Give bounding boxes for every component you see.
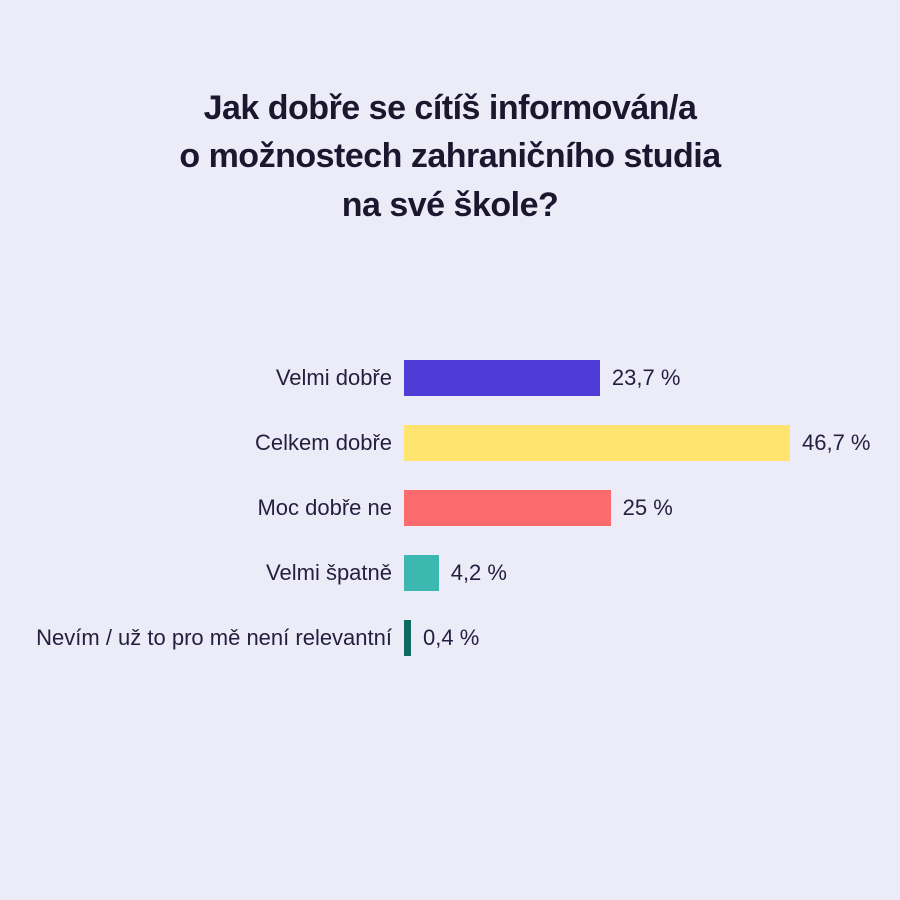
- value-label: 46,7 %: [802, 430, 871, 455]
- chart-row: Velmi špatně 4,2 %: [0, 555, 900, 591]
- chart-row: Celkem dobře 46,7 %: [0, 425, 900, 461]
- bar: [404, 490, 611, 526]
- bar: [404, 360, 600, 396]
- category-label: Velmi špatně: [266, 560, 392, 585]
- value-label: 0,4 %: [423, 625, 480, 650]
- bar: [404, 620, 411, 656]
- category-label: Nevím / už to pro mě není relevantní: [36, 625, 392, 650]
- value-label: 4,2 %: [450, 560, 507, 585]
- chart-row: Nevím / už to pro mě není relevantní 0,4 …: [0, 620, 900, 656]
- chart-title: Jak dobře se cítíš informován/a o možnos…: [179, 89, 721, 224]
- chart-row: Velmi dobře 23,7 %: [0, 360, 900, 396]
- bar: [404, 555, 439, 591]
- category-label: Celkem dobře: [255, 430, 392, 455]
- value-label: 23,7 %: [611, 365, 681, 390]
- category-label: Velmi dobře: [275, 365, 392, 390]
- chart-row: Moc dobře ne 25 %: [0, 490, 900, 526]
- bar: [404, 425, 790, 461]
- value-label: 25 %: [622, 495, 673, 520]
- category-label: Moc dobře ne: [257, 495, 392, 520]
